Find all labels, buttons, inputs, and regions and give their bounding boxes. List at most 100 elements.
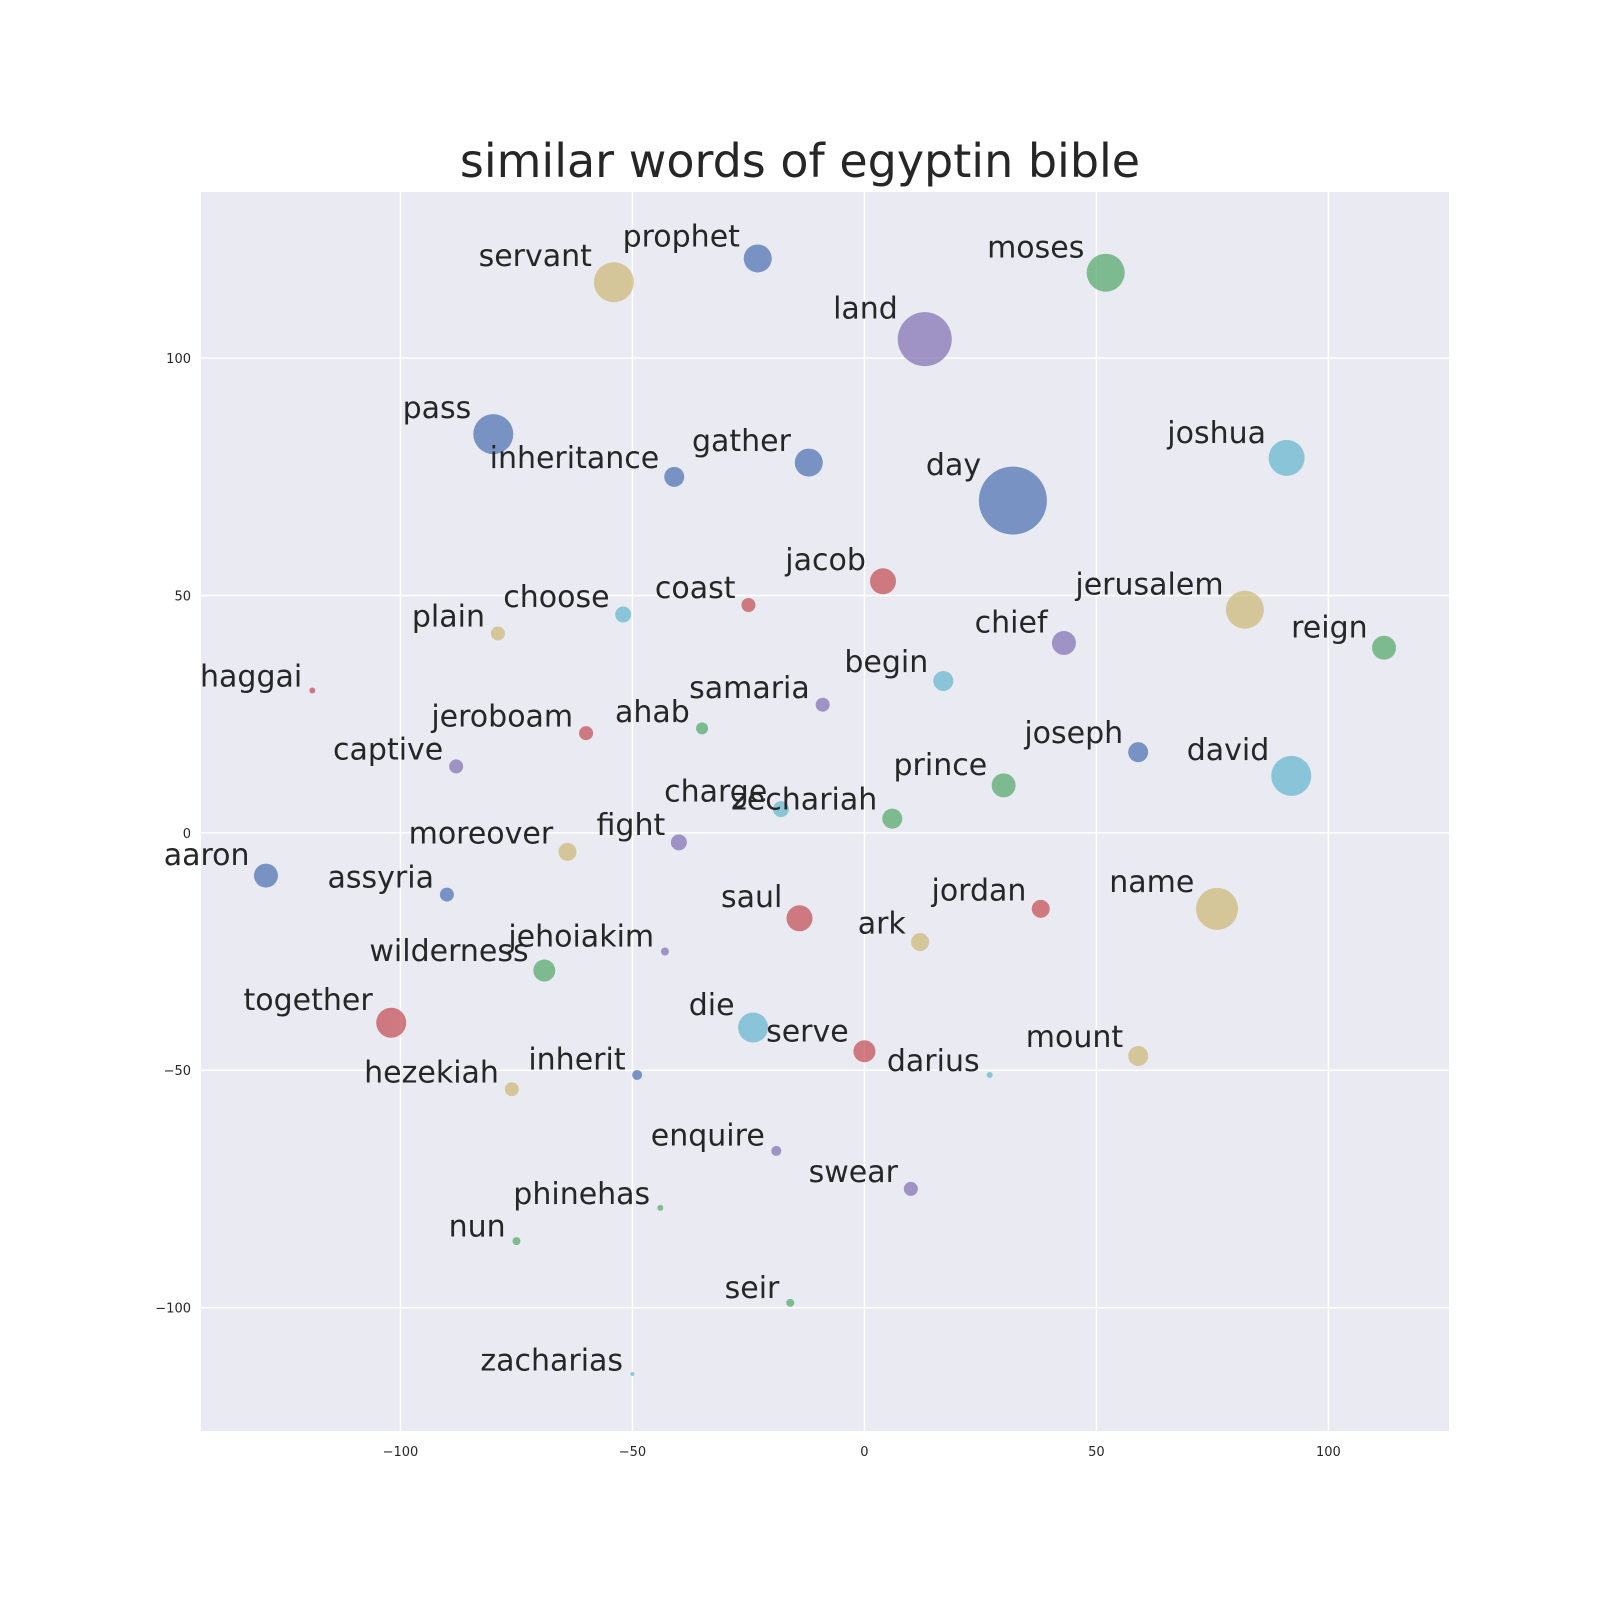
data-label-jordan: jordan <box>930 874 1026 909</box>
data-label-begin: begin <box>844 645 928 680</box>
data-point-ahab <box>696 722 709 735</box>
data-point-land <box>897 312 952 367</box>
data-point-wilderness <box>533 959 556 982</box>
data-label-jacob: jacob <box>784 543 866 578</box>
data-point-gather <box>794 448 823 477</box>
data-label-mount: mount <box>1026 1020 1124 1055</box>
data-point-nun <box>512 1237 521 1246</box>
data-point-choose <box>615 606 632 623</box>
data-point-jehoiakim <box>660 947 669 956</box>
data-label-inherit: inherit <box>528 1042 625 1077</box>
data-label-die: die <box>689 988 735 1023</box>
data-point-die <box>738 1012 769 1043</box>
data-label-pass: pass <box>403 391 472 426</box>
data-point-charge <box>772 801 789 818</box>
data-point-zechariah <box>882 808 903 829</box>
data-point-moses <box>1086 253 1125 292</box>
y-tick-label: −100 <box>155 1302 191 1317</box>
data-point-moreover <box>558 842 577 861</box>
data-label-ahab: ahab <box>615 695 690 730</box>
data-point-saul <box>786 905 813 932</box>
data-point-samaria <box>815 697 830 712</box>
x-gridlines <box>399 192 1330 1431</box>
data-point-jordan <box>1031 899 1050 918</box>
data-label-prophet: prophet <box>623 220 741 255</box>
data-label-captive: captive <box>333 733 443 768</box>
data-point-jerusalem <box>1225 590 1264 629</box>
data-point-servant <box>593 262 634 303</box>
data-label-gather: gather <box>692 424 792 459</box>
data-label-hezekiah: hezekiah <box>364 1055 499 1090</box>
data-point-prophet <box>743 244 772 273</box>
data-point-jacob <box>869 568 896 595</box>
data-label-fight: fight <box>597 808 666 843</box>
data-point-captive <box>449 759 464 774</box>
data-label-assyria: assyria <box>328 861 434 896</box>
data-point-joshua <box>1268 439 1305 476</box>
data-point-phinehas <box>657 1204 664 1211</box>
data-label-seir: seir <box>725 1271 780 1306</box>
chart-title: similar words of egyptin bible <box>459 134 1141 188</box>
data-point-plain <box>490 626 505 641</box>
x-tick-label: 0 <box>860 1445 868 1460</box>
data-label-darius: darius <box>887 1044 980 1079</box>
data-label-servant: servant <box>479 239 593 274</box>
y-tick-label: 0 <box>183 827 191 842</box>
data-point-together <box>376 1007 407 1038</box>
data-label-ark: ark <box>858 907 907 942</box>
data-point-ark <box>911 933 930 952</box>
data-point-name <box>1196 887 1239 930</box>
data-label-jeroboam: jeroboam <box>430 699 573 734</box>
data-label-choose: choose <box>503 580 609 615</box>
data-point-seir <box>786 1298 795 1307</box>
data-point-jeroboam <box>579 726 594 741</box>
data-label-inheritance: inheritance <box>490 441 660 476</box>
data-point-reign <box>1372 635 1397 660</box>
data-point-coast <box>741 598 756 612</box>
data-label-prince: prince <box>894 748 988 783</box>
data-label-nun: nun <box>449 1209 506 1244</box>
y-tick-labels: −100 −50 0 50 100 <box>155 352 191 1316</box>
data-label-land: land <box>833 291 898 326</box>
data-point-darius <box>986 1071 993 1078</box>
data-label-jehoiakim: jehoiakim <box>507 920 654 955</box>
data-label-swear: swear <box>809 1155 899 1190</box>
x-tick-labels: −100 −50 0 50 100 <box>383 1445 1341 1460</box>
data-labels: servant prophet moses land pass inheritance ga… <box>164 220 1368 1379</box>
data-label-moreover: moreover <box>409 817 554 852</box>
data-label-enquire: enquire <box>651 1118 765 1153</box>
x-tick-label: −100 <box>383 1445 419 1460</box>
data-label-aaron: aaron <box>164 838 250 873</box>
data-label-joseph: joseph <box>1023 716 1123 751</box>
data-label-moses: moses <box>987 230 1084 265</box>
data-points <box>253 244 1397 1377</box>
data-label-chief: chief <box>975 606 1049 641</box>
data-point-fight <box>670 834 687 851</box>
data-label-zechariah: zechariah <box>731 783 877 818</box>
data-point-inherit <box>632 1069 643 1080</box>
data-label-phinehas: phinehas <box>513 1177 650 1212</box>
y-tick-label: −50 <box>164 1064 191 1079</box>
data-label-saul: saul <box>721 880 782 915</box>
data-label-haggai: haggai <box>200 659 302 694</box>
data-point-david <box>1271 755 1312 796</box>
data-label-wilderness: wilderness <box>369 934 528 969</box>
data-point-mount <box>1128 1045 1149 1066</box>
data-point-zacharias <box>630 1372 635 1377</box>
data-point-enquire <box>771 1145 782 1156</box>
data-point-inheritance <box>664 466 685 487</box>
data-label-together: together <box>244 983 374 1018</box>
data-label-zacharias: zacharias <box>480 1344 623 1379</box>
plot-background <box>201 192 1449 1431</box>
data-point-assyria <box>439 887 454 902</box>
data-point-serve <box>853 1040 876 1063</box>
data-label-serve: serve <box>766 1015 849 1050</box>
data-point-prince <box>991 773 1016 798</box>
data-label-name: name <box>1109 865 1194 900</box>
data-label-coast: coast <box>655 571 736 606</box>
x-tick-label: 100 <box>1316 1445 1341 1460</box>
data-point-day <box>978 466 1047 535</box>
y-tick-label: 100 <box>166 352 191 367</box>
data-point-haggai <box>309 687 316 694</box>
